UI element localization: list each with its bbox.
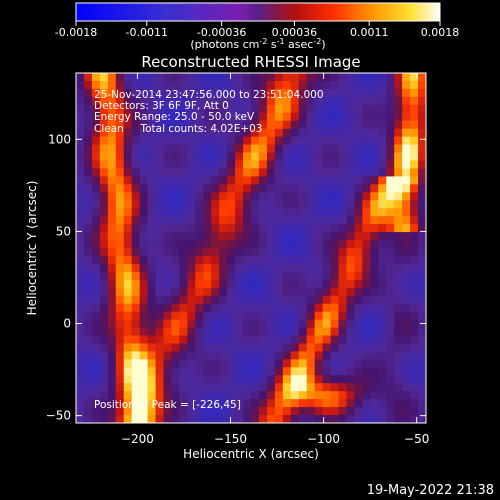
colorbar-tick-label: 0.0011 [350, 26, 389, 39]
colorbar-tick-label: -0.0011 [126, 26, 168, 39]
y-axis-ticks: −50 0 50 100 [46, 132, 426, 423]
y-tick-label: 100 [48, 132, 71, 146]
x-axis-ticks: −200 −150 −100 −50 [121, 73, 429, 446]
x-tick-label: −150 [214, 432, 247, 446]
info-line-clean: Clean Total counts: 4.02E+03 [94, 123, 263, 135]
x-tick-label: −200 [121, 432, 154, 446]
x-tick-label: −50 [404, 432, 429, 446]
plot-frame [75, 72, 427, 424]
colorbar-ticks: -0.0018 -0.0011 -0.00036 0.00036 0.0011 0.001… [55, 21, 459, 39]
y-tick-label: 0 [63, 317, 71, 331]
colorbar-tick-label: 0.0018 [421, 26, 460, 39]
info-line-time: 25-Nov-2014 23:47:56.000 to 23:51:04.000 [94, 89, 324, 101]
x-tick-label: −100 [307, 432, 340, 446]
info-line-detectors: Detectors: 3F 6F 9F, Att 0 [94, 100, 229, 112]
colorbar-tick-label: -0.0018 [55, 26, 97, 39]
footer-timestamp: 19-May-2022 21:38 [367, 483, 494, 498]
peak-position-label: Position of Peak = [-226,45] [94, 399, 241, 411]
colorbar-units: (photons cm-2 s-1 asec-2) [190, 37, 325, 51]
colorbar-tick-label: 0.00036 [272, 26, 318, 39]
info-line-energy: Energy Range: 25.0 - 50.0 keV [94, 111, 255, 123]
colorbar: -0.0018 -0.0011 -0.00036 0.00036 0.0011 0.001… [55, 2, 459, 51]
y-axis-label: Heliocentric Y (arcsec) [25, 181, 39, 316]
y-tick-label: −50 [46, 409, 71, 423]
observation-info: 25-Nov-2014 23:47:56.000 to 23:51:04.000… [94, 89, 324, 135]
colorbar-gradient [75, 2, 441, 22]
heatmap-image [76, 73, 427, 424]
chart-title: Reconstructed RHESSI Image [141, 53, 360, 71]
y-tick-label: 50 [56, 224, 71, 238]
x-axis-label: Heliocentric X (arcsec) [183, 447, 319, 461]
colorbar-tick-label: -0.00036 [197, 26, 246, 39]
